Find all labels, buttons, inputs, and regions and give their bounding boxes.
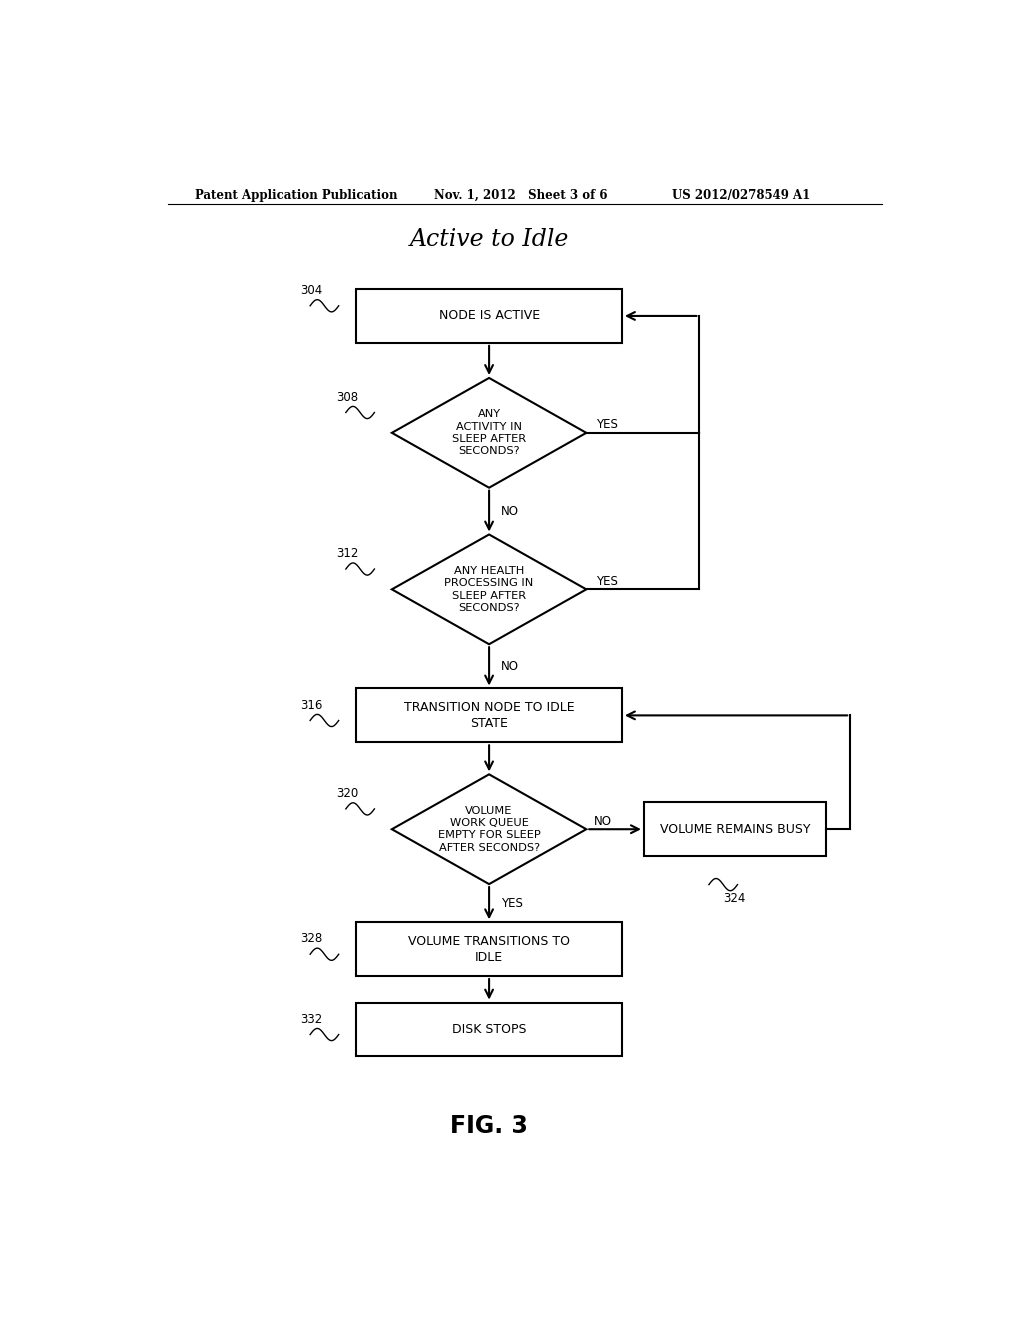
Text: 320: 320: [336, 787, 358, 800]
Text: YES: YES: [596, 574, 617, 587]
Text: VOLUME TRANSITIONS TO
IDLE: VOLUME TRANSITIONS TO IDLE: [409, 935, 570, 964]
Text: VOLUME REMAINS BUSY: VOLUME REMAINS BUSY: [659, 822, 810, 836]
Bar: [356, 689, 622, 742]
Text: 308: 308: [336, 391, 358, 404]
Polygon shape: [392, 535, 587, 644]
Text: Nov. 1, 2012   Sheet 3 of 6: Nov. 1, 2012 Sheet 3 of 6: [433, 189, 607, 202]
Text: 304: 304: [301, 284, 323, 297]
Text: TRANSITION NODE TO IDLE
STATE: TRANSITION NODE TO IDLE STATE: [403, 701, 574, 730]
Text: ANY
ACTIVITY IN
SLEEP AFTER
SECONDS?: ANY ACTIVITY IN SLEEP AFTER SECONDS?: [452, 409, 526, 457]
Text: 312: 312: [336, 548, 358, 560]
Text: VOLUME
WORK QUEUE
EMPTY FOR SLEEP
AFTER SECONDS?: VOLUME WORK QUEUE EMPTY FOR SLEEP AFTER …: [437, 805, 541, 853]
Text: 316: 316: [301, 698, 323, 711]
Text: Active to Idle: Active to Idle: [410, 228, 568, 251]
Bar: [356, 1002, 622, 1056]
Text: FIG. 3: FIG. 3: [451, 1114, 528, 1138]
Bar: [644, 803, 826, 857]
Text: YES: YES: [501, 896, 523, 909]
Polygon shape: [392, 378, 587, 487]
Text: NO: NO: [501, 660, 519, 673]
Bar: [356, 289, 622, 343]
Text: ANY HEALTH
PROCESSING IN
SLEEP AFTER
SECONDS?: ANY HEALTH PROCESSING IN SLEEP AFTER SEC…: [444, 566, 534, 612]
Text: 332: 332: [301, 1012, 323, 1026]
Text: NO: NO: [594, 814, 612, 828]
Bar: [356, 923, 622, 975]
Text: NODE IS ACTIVE: NODE IS ACTIVE: [438, 309, 540, 322]
Polygon shape: [392, 775, 587, 884]
Text: YES: YES: [596, 418, 617, 432]
Text: US 2012/0278549 A1: US 2012/0278549 A1: [672, 189, 810, 202]
Text: 328: 328: [301, 932, 323, 945]
Text: Patent Application Publication: Patent Application Publication: [196, 189, 398, 202]
Text: DISK STOPS: DISK STOPS: [452, 1023, 526, 1036]
Text: 324: 324: [723, 892, 745, 906]
Text: NO: NO: [501, 504, 519, 517]
